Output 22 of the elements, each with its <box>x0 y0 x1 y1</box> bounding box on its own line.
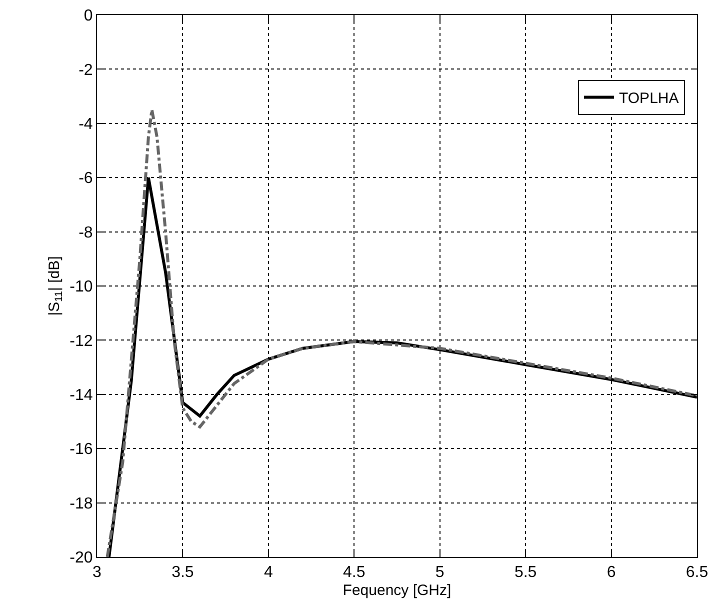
legend-label: TOPLHA <box>619 90 679 108</box>
y-tick-label: -10 <box>70 278 93 296</box>
x-tick-label: 4.5 <box>343 564 366 582</box>
x-tick-label: 3.5 <box>172 564 194 582</box>
y-tick-label: 0 <box>84 8 93 25</box>
x-tick-label: 6.5 <box>686 564 708 582</box>
x-tick-label: 5 <box>435 564 444 582</box>
x-axis-title: Fequency [GHz] <box>342 582 452 600</box>
y-tick-label: -2 <box>78 62 93 79</box>
y-tick-label: -6 <box>78 170 93 188</box>
y-tick-label: -4 <box>78 116 93 133</box>
line-series <box>106 108 697 557</box>
y-tick-label: -16 <box>70 441 93 458</box>
x-tick-label: 5.5 <box>514 564 537 582</box>
x-tick-label: 6 <box>606 564 616 582</box>
y-tick-label: -14 <box>70 387 93 404</box>
y-tick-label: -18 <box>70 495 93 512</box>
y-tick-label: -20 <box>70 550 93 567</box>
x-tick-label: 3 <box>92 564 102 582</box>
y-tick-label: -8 <box>78 224 93 242</box>
y-tick-label: -12 <box>70 332 93 350</box>
x-tick-label: 4 <box>264 564 273 582</box>
